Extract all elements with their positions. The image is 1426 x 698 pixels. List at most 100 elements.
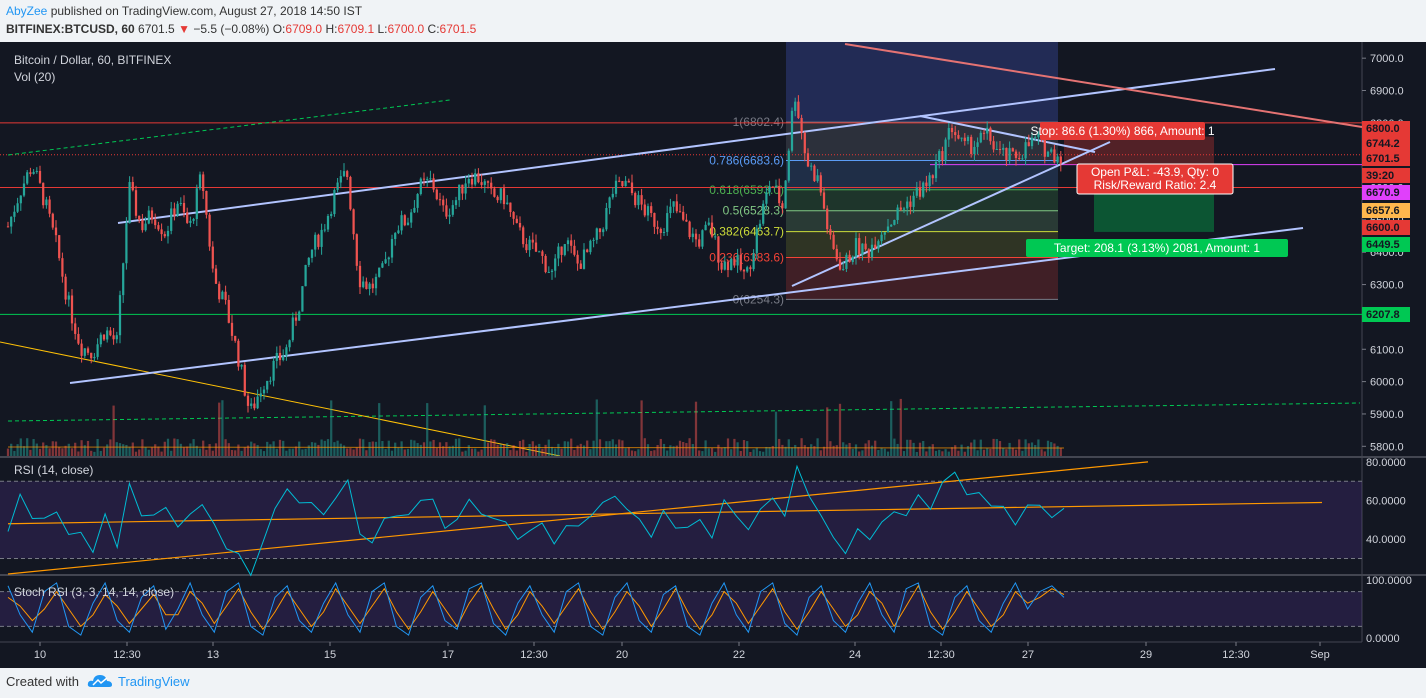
author-link[interactable]: AbyZee — [6, 4, 48, 18]
volume-bar — [694, 401, 698, 456]
candle-body — [154, 219, 157, 226]
volume-bar — [758, 451, 762, 456]
triangle-upper-line — [919, 115, 1096, 153]
volume-bar — [550, 446, 554, 456]
time-tick-label: 12:30 — [113, 649, 141, 661]
candle-body — [118, 295, 122, 336]
candle-body — [458, 184, 461, 201]
volume-bar — [214, 443, 218, 456]
candle-body — [509, 202, 512, 213]
volume-bar — [637, 449, 640, 456]
candle-body — [582, 249, 586, 269]
tradingview-brand-link[interactable]: TradingView — [118, 674, 190, 689]
candle-body — [688, 221, 691, 238]
volume-bar — [122, 444, 125, 456]
candle-body — [397, 230, 400, 234]
volume-bar — [467, 445, 470, 456]
volume-bar — [749, 451, 752, 456]
candle-body — [141, 219, 144, 231]
volume-bar — [701, 451, 704, 456]
volume-bar — [410, 439, 413, 456]
volume-bar — [688, 438, 691, 456]
candle-body — [282, 355, 285, 360]
candle-body — [262, 389, 266, 394]
volume-bar — [931, 444, 934, 456]
candle-body — [826, 208, 829, 230]
volume-bar — [202, 440, 205, 456]
candle-body — [502, 188, 506, 205]
volume-bar — [301, 449, 304, 456]
volume-bar — [390, 450, 394, 456]
candle-body — [765, 192, 768, 204]
candle-body — [237, 340, 240, 367]
candle-body — [48, 199, 51, 214]
candle-body — [803, 132, 806, 154]
volume-bar — [163, 441, 166, 456]
volume-bar — [230, 449, 234, 456]
candle-body — [778, 186, 781, 204]
volume-bar — [355, 447, 358, 456]
price-change: −5.5 (−0.08%) — [193, 22, 270, 36]
candle-body — [947, 128, 950, 140]
candle-body — [883, 232, 886, 235]
high-value: 6709.1 — [337, 22, 375, 36]
candle-body — [218, 283, 221, 300]
volume-bar — [330, 400, 333, 456]
candle-body — [394, 233, 397, 240]
candle-body — [486, 181, 490, 183]
candle-body — [579, 263, 582, 269]
candle-body — [496, 196, 499, 201]
candle-body — [970, 136, 973, 155]
candle-body — [717, 236, 720, 263]
volume-bar — [10, 443, 13, 456]
volume-bar — [762, 451, 765, 456]
candle-body — [810, 165, 813, 167]
rsi-tick-label: 80.0000 — [1366, 457, 1406, 469]
candle-body — [896, 207, 899, 220]
volume-bar — [70, 448, 74, 456]
candle-body — [784, 180, 787, 209]
candle-body — [957, 135, 960, 139]
volume-bar — [205, 449, 208, 456]
candle-body — [131, 182, 134, 191]
candle-body — [461, 184, 464, 194]
volume-bar — [61, 448, 64, 456]
volume-bar — [966, 446, 970, 456]
candle-body — [227, 299, 230, 323]
candle-body — [1011, 148, 1014, 152]
volume-bar — [650, 450, 653, 456]
volume-bar — [150, 447, 154, 456]
volume-bar — [605, 441, 608, 456]
candle-body — [954, 132, 957, 136]
volume-bar — [438, 442, 442, 456]
volume-bar — [704, 440, 707, 456]
candle-body — [125, 223, 128, 264]
candle-body — [554, 258, 557, 271]
candle-body — [998, 148, 1002, 150]
volume-bar — [499, 444, 502, 456]
candle-body — [61, 258, 64, 277]
volume-bar — [883, 448, 886, 456]
stop-label: Stop: 86.6 (1.30%) 866, Amount: 1 — [1030, 124, 1214, 138]
volume-bar — [627, 447, 630, 456]
candle-body — [480, 182, 483, 185]
candle-body — [419, 178, 422, 195]
candle-body — [234, 335, 237, 341]
volume-bar — [515, 450, 518, 456]
volume-bar — [138, 449, 141, 456]
volume-bar — [109, 439, 112, 456]
candle-body — [1037, 134, 1040, 138]
volume-bar — [912, 442, 915, 456]
volume-bar — [899, 398, 902, 456]
candle-body — [333, 189, 336, 215]
candle-body — [378, 267, 381, 277]
volume-bar — [160, 451, 163, 456]
volume-bar — [739, 450, 742, 456]
candle-body — [64, 276, 67, 300]
chart-canvas[interactable]: 7000.06900.06800.06700.06600.06500.06400… — [0, 42, 1426, 668]
candle-body — [339, 176, 342, 183]
volume-bar — [902, 451, 906, 456]
candle-body — [787, 150, 790, 181]
volume-bar — [80, 440, 83, 456]
volume-bar — [602, 448, 605, 456]
